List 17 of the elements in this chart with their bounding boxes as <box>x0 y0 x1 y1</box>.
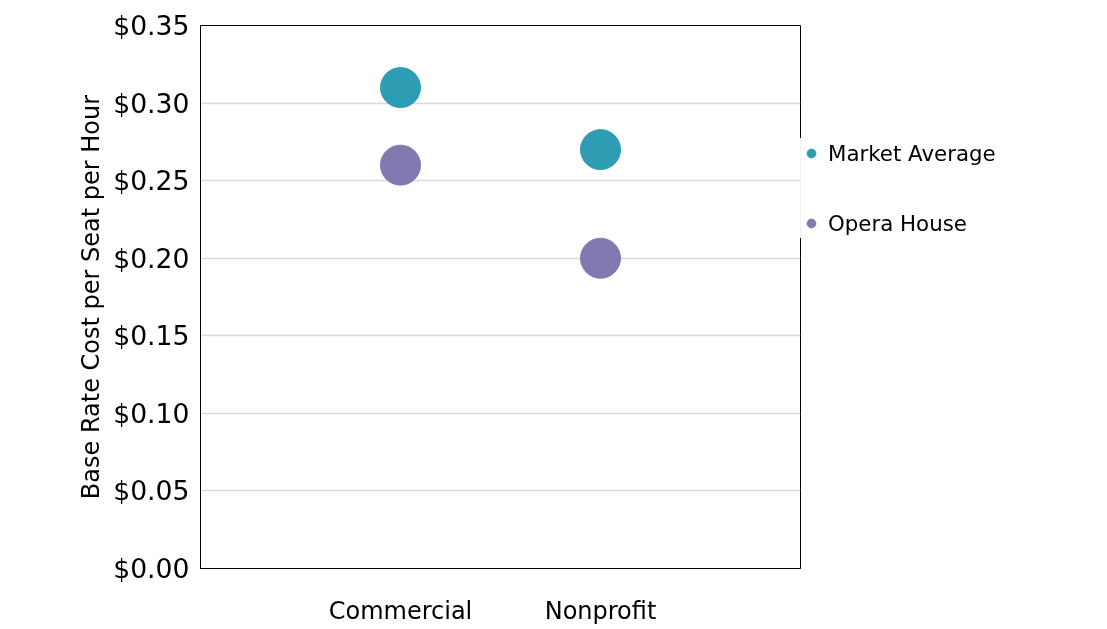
point <box>580 237 621 279</box>
y-axis-title: Base Rate Cost per Seat per Hour <box>77 94 106 500</box>
y-tick-label: $0.20 <box>113 242 190 274</box>
y-tick-label: $0.15 <box>113 320 190 352</box>
y-tick-label: $0.00 <box>113 553 190 584</box>
legend-label: Market Average <box>828 139 996 168</box>
y-tick-label: $0.30 <box>113 87 190 119</box>
point <box>380 144 421 186</box>
x-tick-label: Commercial <box>328 596 473 625</box>
y-tick-label: $0.10 <box>113 397 190 429</box>
y-tick-label: $0.25 <box>113 165 190 197</box>
point <box>380 67 421 109</box>
legend-label: Opera House <box>828 209 967 238</box>
point <box>580 129 621 171</box>
y-tick-label: $0.05 <box>113 475 190 507</box>
y-tick-label: $0.35 <box>113 10 190 41</box>
x-tick-label: Nonprofit <box>544 596 657 625</box>
